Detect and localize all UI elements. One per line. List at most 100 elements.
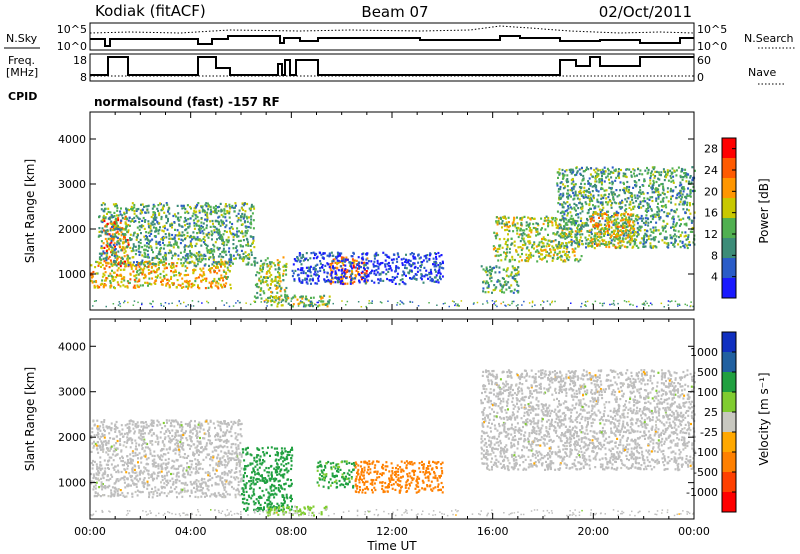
velocity-colorbar-swatch-7 [722,472,736,492]
velocity-colorbar-tick-3: 25 [704,406,718,419]
freq-label-2: [MHz] [6,66,38,79]
freq-right-tick-bottom: 0 [697,71,704,84]
date-title: 02/Oct/2011 [599,3,692,21]
power-colorbar-tick-0: 4 [711,271,718,284]
x-tick-5: 20:00 [577,525,609,538]
velocity-colorbar: 1000 500 100 25 -25 -100 -500 -1000 [686,331,737,513]
freq-panel: 18 8 60 0 [73,53,711,84]
power-region-2 [97,202,256,268]
velocity-scatter-area [90,369,696,517]
velocity-colorbar-tick-4: -25 [700,426,718,439]
velocity-y-tick-1: 2000 [58,431,86,444]
x-tick-0: 00:00 [74,525,106,538]
velocity-region-5 [480,369,696,472]
power-colorbar-swatch-1 [722,258,736,278]
power-colorbar-swatch-7 [722,138,736,158]
power-region-3 [253,256,289,304]
velocity-y-tick-0: 1000 [58,477,86,490]
power-region-9 [555,166,696,250]
x-tick-1: 04:00 [175,525,207,538]
velocity-colorbar-swatch-6 [722,452,736,472]
velocity-y-axis-label: Slant Range [km] [23,367,37,471]
cpid-label: CPID [8,90,37,103]
power-colorbar-swatch-5 [722,178,736,198]
time-x-axis: 00:00 04:00 08:00 12:00 16:00 20:00 00:00 [74,112,710,538]
velocity-colorbar-swatch-8 [722,492,736,512]
velocity-region-1 [241,446,294,513]
power-region-0 [90,260,232,290]
power-region-4 [266,294,331,308]
velocity-colorbar-swatch-2 [722,372,736,392]
noise-panel-frame [89,22,695,51]
noise-right-tick-bottom: 10^0 [697,40,727,53]
x-tick-2: 08:00 [275,525,307,538]
x-axis-label: Time UT [366,539,417,553]
velocity-region-4 [354,460,444,494]
velocity-colorbar-swatch-0 [722,332,736,352]
power-colorbar-label: Power [dB] [757,178,771,243]
velocity-colorbar-tick-2: 100 [697,386,718,399]
power-colorbar-tick-2: 12 [704,228,718,241]
power-y-axis: 1000 2000 3000 4000 [58,133,694,281]
noise-left-tick-top: 10^5 [57,23,87,36]
noise-panel: 10^5 10^0 10^5 10^0 [57,22,727,53]
power-colorbar-tick-6: 28 [704,143,718,156]
station-title: Kodiak (fitACF) [95,2,206,20]
velocity-panel: 1000 2000 3000 4000 Slant Range [km] [23,318,696,520]
velocity-colorbar-tick-1: 500 [697,366,718,379]
power-colorbar-swatch-6 [722,158,736,178]
freq-label-1: Freq. [8,54,35,67]
velocity-colorbar-swatch-1 [722,352,736,372]
power-region-6 [291,251,445,286]
velocity-colorbar-tick-7: -1000 [686,486,718,499]
velocity-colorbar-label: Velocity [m s⁻¹] [757,372,771,465]
freq-left-tick-top: 18 [73,54,87,67]
velocity-colorbar-swatch-5 [722,432,736,452]
power-region-7 [480,265,520,294]
power-region-10 [588,211,636,250]
beam-title: Beam 07 [361,3,428,21]
power-y-tick-2: 3000 [58,178,86,191]
power-y-tick-1: 2000 [58,223,86,236]
velocity-colorbar-tick-6: -500 [693,466,718,479]
freq-right-tick-top: 60 [697,54,711,67]
velocity-colorbar-swatch-3 [722,392,736,412]
velocity-colorbar-swatch-4 [722,412,736,432]
velocity-near-range-echoes [90,509,695,517]
power-y-tick-0: 1000 [58,268,86,281]
velocity-region-0 [90,419,243,499]
velocity-colorbar-tick-0: 1000 [690,346,718,359]
power-colorbar: 4 8 12 16 20 24 28 [704,137,737,299]
power-region-8 [492,215,583,263]
power-colorbar-swatch-3 [722,218,736,238]
x-tick-4: 16:00 [477,525,509,538]
freq-trace [90,56,694,76]
cpid-text: normalsound (fast) -157 RF [94,95,280,109]
power-colorbar-tick-1: 8 [711,249,718,262]
nsearch-trace [89,25,695,34]
nsky-label: N.Sky [6,32,38,45]
power-colorbar-tick-4: 20 [704,185,718,198]
freq-panel-frame [89,53,695,82]
velocity-region-3 [316,460,356,490]
power-colorbar-tick-3: 16 [704,207,718,220]
power-colorbar-swatch-2 [722,238,736,258]
power-near-range-echoes [92,300,694,308]
power-scatter-area [90,166,696,308]
power-colorbar-swatch-0 [722,278,736,298]
power-colorbar-swatch-4 [722,198,736,218]
power-colorbar-tick-5: 24 [704,164,718,177]
nsearch-label: N.Search [744,32,794,45]
nsky-trace [90,35,694,47]
velocity-y-tick-3: 4000 [58,340,86,353]
velocity-region-2 [266,505,328,517]
velocity-colorbar-tick-5: -100 [693,446,718,459]
velocity-y-tick-2: 3000 [58,386,86,399]
freq-left-tick-bottom: 8 [80,71,87,84]
power-panel: 1000 2000 3000 4000 Slant Range [km] [23,111,696,311]
velocity-y-axis: 1000 2000 3000 4000 [58,340,694,490]
x-tick-6: 00:00 [678,525,710,538]
nave-label: Nave [748,66,776,79]
